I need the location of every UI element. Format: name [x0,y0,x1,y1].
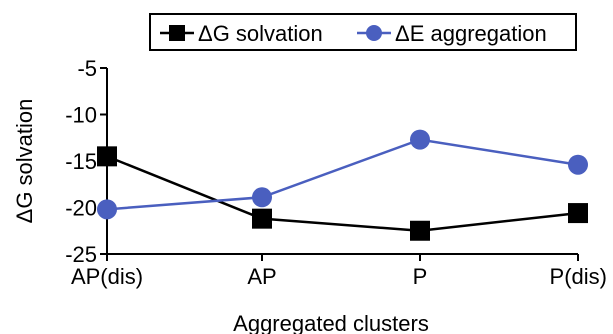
legend-label: ΔE aggregation [395,21,547,46]
series-0 [97,146,588,241]
series-layer [97,129,588,241]
legend-entry: ΔG solvation [160,21,323,46]
series-line [106,155,579,233]
data-point [410,129,430,150]
series-line [106,138,579,211]
x-tick-label: AP [247,264,276,289]
y-tick-label: -5 [77,56,97,81]
legend-marker [169,25,185,41]
data-point [568,154,588,175]
data-point [97,199,117,220]
y-tick-label: -15 [65,149,97,174]
legend-entry: ΔE aggregation [357,21,547,46]
data-point [252,208,272,229]
y-axis-title: ΔG solvation [12,99,37,224]
data-point [252,187,272,208]
y-tick-label: -25 [65,242,97,267]
legend-marker [366,25,382,41]
legend-label: ΔG solvation [198,21,323,46]
legend: ΔG solvation ΔE aggregation [149,13,577,51]
data-point [568,203,588,224]
y-tick-label: -10 [65,103,97,128]
x-axis-title: Aggregated clusters [233,311,429,334]
data-point [410,220,430,241]
x-tick-label: AP(dis) [71,264,143,289]
data-point [97,146,117,167]
x-tick-label: P(dis) [550,264,607,289]
series-1 [97,129,588,220]
x-tick-label: P [413,264,428,289]
y-tick-label: -20 [65,196,97,221]
